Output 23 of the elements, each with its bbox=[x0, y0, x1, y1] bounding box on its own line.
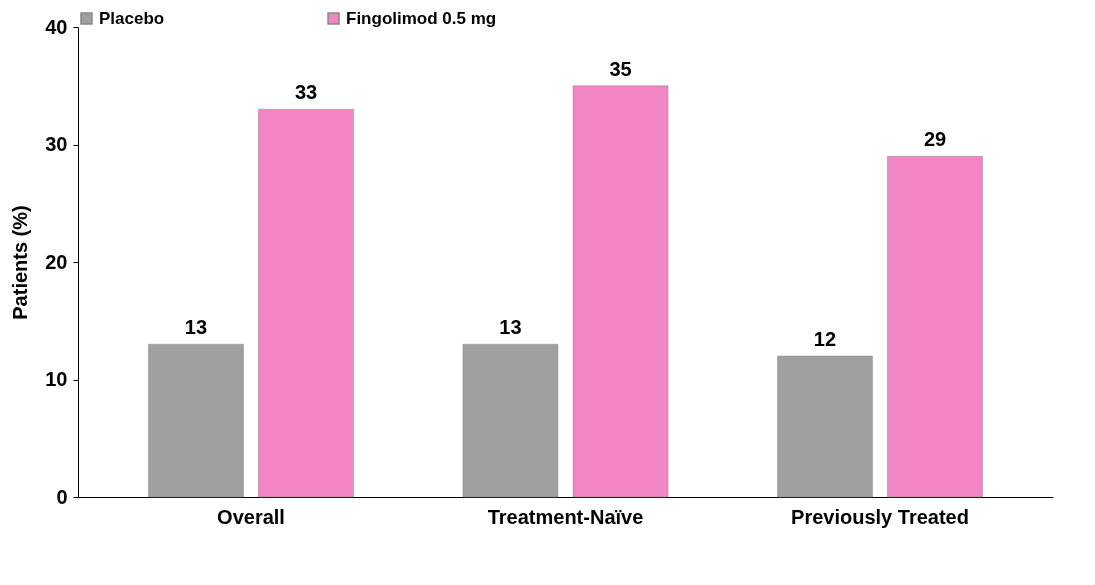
bar bbox=[887, 156, 983, 498]
data-label: 29 bbox=[923, 128, 947, 151]
y-tick-label: 30 bbox=[45, 133, 68, 155]
y-tick-label: 10 bbox=[45, 368, 68, 390]
bar bbox=[462, 344, 559, 498]
legend-label: Placebo bbox=[99, 8, 165, 28]
y-tick-label: 20 bbox=[45, 250, 68, 273]
data-label: 12 bbox=[813, 328, 837, 350]
data-label: 13 bbox=[499, 316, 522, 339]
bar bbox=[148, 344, 244, 498]
data-label: 33 bbox=[294, 81, 318, 104]
x-tick-label: Previously Treated bbox=[791, 505, 969, 528]
y-axis-title: Patients (%) bbox=[9, 205, 32, 320]
bar bbox=[572, 85, 669, 498]
data-label: 13 bbox=[184, 316, 208, 339]
bar bbox=[258, 109, 354, 498]
x-tick-label: Overall bbox=[217, 505, 285, 528]
x-tick-label: Treatment-Naïve bbox=[487, 505, 644, 528]
data-label: 35 bbox=[609, 57, 632, 80]
y-tick-label: 40 bbox=[45, 15, 68, 38]
bar bbox=[777, 355, 873, 498]
y-tick-label: 0 bbox=[56, 485, 68, 508]
legend-label: Fingolimod 0.5 mg bbox=[346, 8, 497, 28]
